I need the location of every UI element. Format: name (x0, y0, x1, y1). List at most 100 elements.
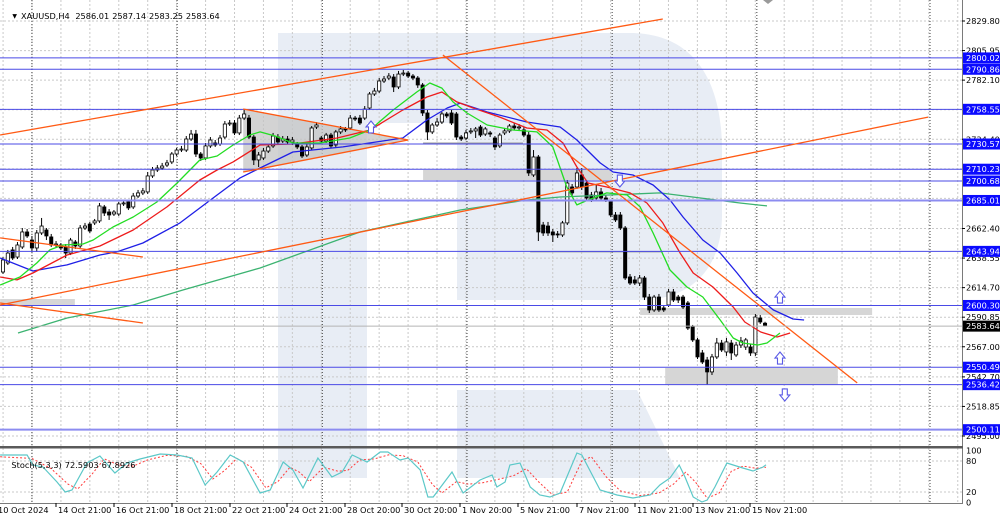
candle-body (372, 90, 377, 95)
candle-bull (401, 69, 406, 77)
trendline-upper-channel[interactable] (0, 18, 663, 136)
candle-body (459, 136, 464, 140)
price-tick-label: 2495.00 (966, 431, 1000, 441)
price-tick-label: 2805.95 (966, 46, 1000, 56)
price-tick-label: 2567.00 (966, 342, 1000, 352)
support-resistance-zone[interactable] (0, 299, 75, 305)
candle-body (536, 156, 541, 233)
candle-body (382, 78, 387, 82)
candle-body (623, 227, 628, 279)
candle-body (121, 202, 126, 205)
candle-body (488, 132, 493, 135)
candle-body (227, 122, 232, 125)
candle-bear (425, 109, 430, 140)
candle-body (642, 277, 647, 298)
candle-body (150, 169, 155, 177)
candle-bull (155, 165, 160, 172)
arrow-up-icon[interactable] (773, 290, 787, 304)
candle-bear (700, 349, 705, 364)
candle-body (560, 222, 565, 236)
level-price-label: 2710.23 (966, 164, 1000, 174)
trendline-triangle-upper[interactable] (243, 108, 409, 141)
candle-bear (656, 293, 661, 312)
candle-bull (97, 202, 102, 223)
time-tick-label: 18 Oct 21:00 (174, 505, 227, 515)
candle-bull (169, 152, 174, 165)
arrow-down-icon[interactable] (778, 388, 791, 402)
candle-body (415, 77, 420, 86)
support-resistance-zone[interactable] (423, 169, 613, 181)
candle-body (497, 134, 502, 147)
candle-body (632, 279, 637, 284)
support-resistance-zone[interactable] (665, 367, 838, 385)
candle-body (512, 125, 517, 129)
candle-bull (473, 126, 478, 139)
ma-slow-long-line (17, 192, 768, 334)
candle-bull (396, 70, 401, 90)
support-resistance-zone[interactable] (640, 307, 873, 316)
trendline-descending-resistance[interactable] (442, 54, 858, 384)
price-tick-label: 2542.70 (966, 372, 1000, 382)
candle-body (690, 326, 695, 341)
candle-bear (357, 114, 362, 125)
trendline-short-falling-high[interactable] (0, 237, 143, 258)
candle-body (343, 128, 348, 131)
arrow-up-icon[interactable] (773, 351, 787, 365)
candle-bear (526, 131, 531, 176)
candle-body (627, 276, 632, 284)
candle-bear (690, 324, 695, 342)
candle-body (391, 76, 396, 88)
trendline-short-falling-low[interactable] (0, 302, 143, 324)
candle-bull (227, 120, 232, 126)
candle-bear (618, 212, 623, 230)
ma-green-line (0, 82, 781, 346)
time-tick-label: 7 Nov 21:00 (579, 505, 629, 515)
candle-body (198, 153, 203, 159)
candles (0, 69, 768, 385)
candle-body (179, 148, 184, 151)
candle-bull (203, 142, 208, 160)
price-tick-label: 2638.55 (966, 253, 1000, 263)
trendline-lower-channel[interactable] (0, 116, 929, 306)
candle-bull (560, 220, 565, 237)
candle-body (709, 356, 714, 373)
price-tick-label: 2662.40 (966, 224, 1000, 234)
price-axis: 2829.802805.952782.102734.402662.402638.… (962, 16, 1000, 507)
candle-body (541, 224, 546, 234)
candle-body (700, 352, 705, 363)
candle-body (131, 195, 136, 208)
arrow-down-icon[interactable] (613, 174, 627, 188)
panel-divider[interactable] (0, 446, 963, 449)
candle-body (753, 316, 758, 354)
candle-bear (126, 199, 131, 211)
candle-body (685, 302, 690, 329)
grid (0, 0, 962, 503)
indicator-name: Stoch(5,3,3) (11, 460, 62, 470)
chart-shift-marker[interactable] (763, 0, 773, 4)
candle-bull (531, 150, 536, 177)
candle-bull (309, 125, 314, 151)
trendline-triangle-lower[interactable] (243, 139, 409, 173)
candle-bull (464, 129, 469, 140)
candle-bull (261, 147, 266, 160)
triangle-down-icon[interactable]: ▼ (12, 13, 18, 20)
level-price-badge (963, 63, 1000, 75)
candle-body (435, 121, 440, 126)
time-tick-label: 15 Nov 21:00 (752, 505, 807, 515)
candle-body (111, 211, 116, 215)
candle-body (618, 214, 623, 229)
candle-body (681, 296, 686, 308)
level-price-badge (963, 379, 1000, 391)
arrow-up-icon[interactable] (364, 120, 378, 134)
candle-bear (642, 275, 647, 301)
candle-bear (623, 226, 628, 280)
candle-bull (266, 143, 271, 154)
candle-bear (613, 212, 618, 222)
candle-body (584, 182, 589, 199)
candle-bull (439, 111, 444, 125)
candle-bear (705, 356, 710, 385)
time-tick-label: 24 Oct 21:00 (289, 505, 342, 515)
candle-body (464, 132, 469, 139)
candle-bull (92, 218, 97, 226)
